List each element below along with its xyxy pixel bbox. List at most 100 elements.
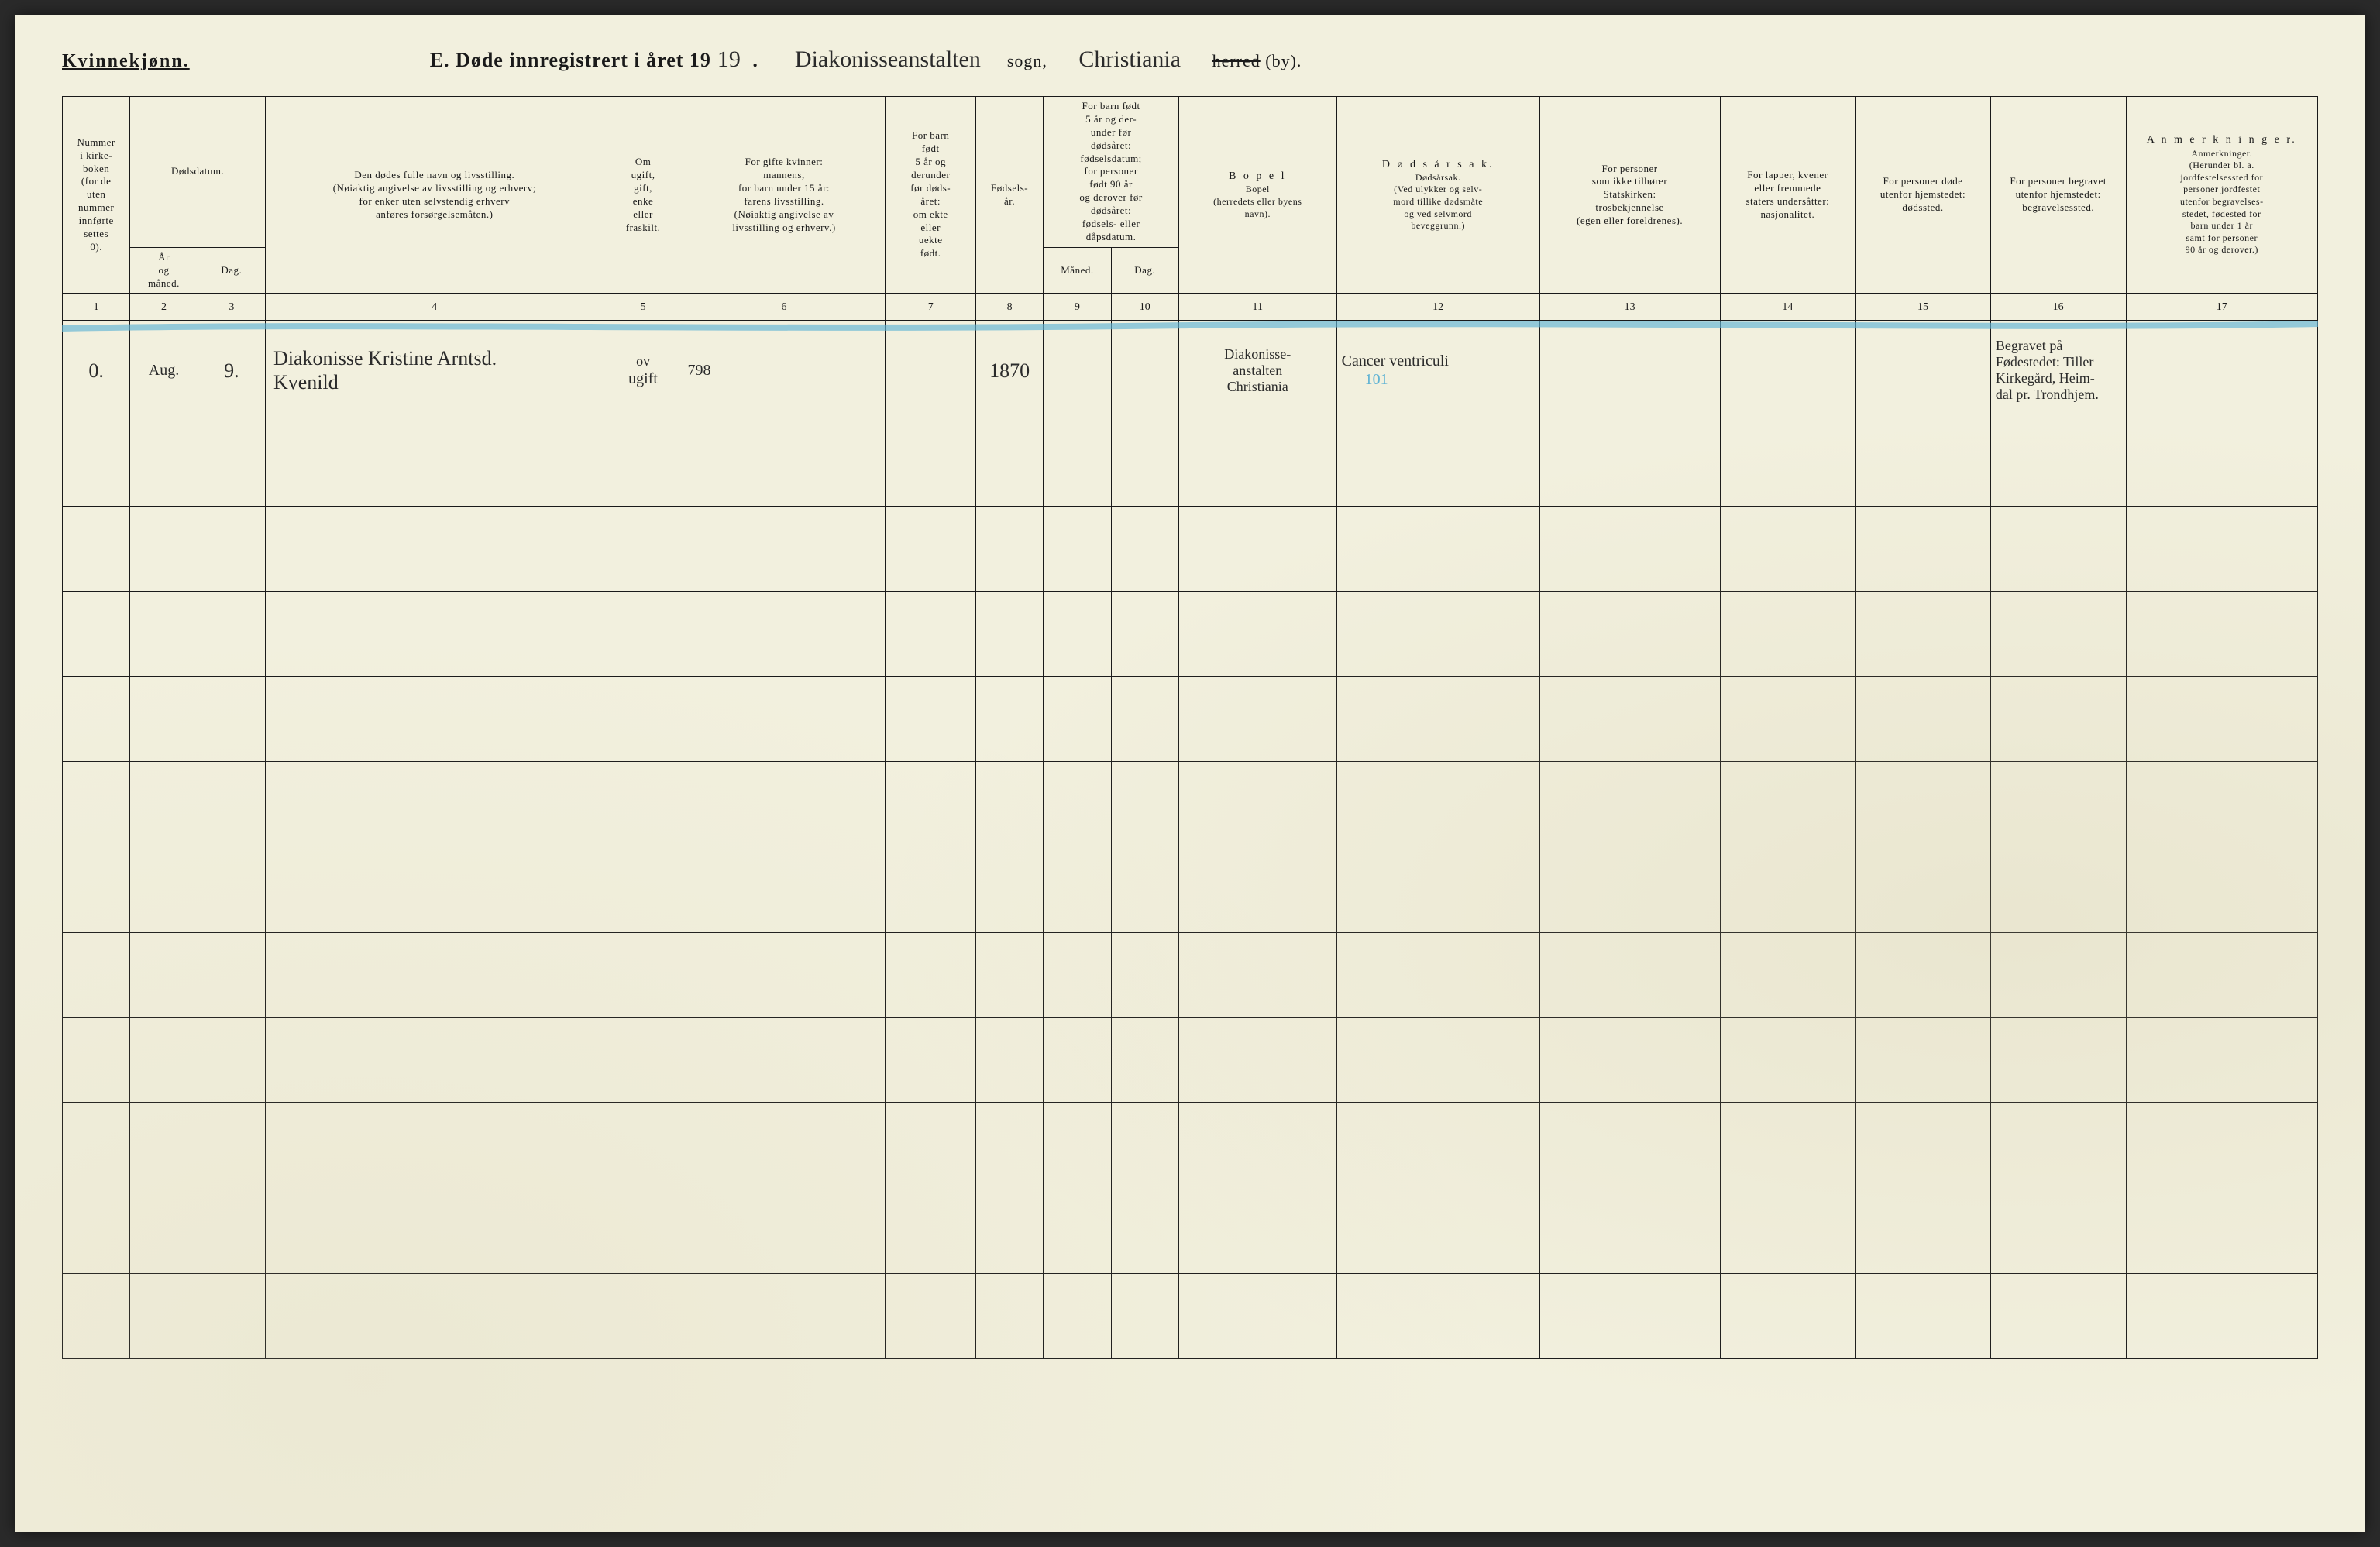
empty-cell	[604, 421, 683, 506]
empty-cell	[1336, 761, 1539, 847]
colnum: 11	[1178, 294, 1336, 320]
empty-cell	[975, 591, 1043, 676]
empty-cell	[1178, 1017, 1336, 1102]
empty-cell	[2126, 1017, 2318, 1102]
col-header-4: Den dødes fulle navn og livsstilling. (N…	[265, 97, 604, 294]
empty-cell	[683, 676, 886, 761]
empty-cell	[975, 761, 1043, 847]
empty-cell	[2126, 421, 2318, 506]
empty-cell	[1178, 761, 1336, 847]
cell-month: Aug.	[130, 320, 198, 421]
empty-cell	[1336, 1017, 1539, 1102]
empty-cell	[1044, 676, 1111, 761]
empty-cell	[1111, 676, 1178, 761]
colnum: 10	[1111, 294, 1178, 320]
empty-cell	[265, 847, 604, 932]
col-header-2: År og måned.	[130, 247, 198, 294]
empty-cell	[975, 676, 1043, 761]
empty-cell	[1044, 1273, 1111, 1358]
empty-cell	[1539, 506, 1720, 591]
empty-cell	[1856, 1273, 1991, 1358]
colnum: 9	[1044, 294, 1111, 320]
empty-cell	[1856, 506, 1991, 591]
colnum: 16	[1990, 294, 2126, 320]
table-row	[63, 506, 2318, 591]
colnum: 2	[130, 294, 198, 320]
empty-cell	[1720, 676, 1856, 761]
empty-cell	[265, 761, 604, 847]
year-handwritten: 19	[711, 46, 747, 73]
table-row	[63, 1273, 2318, 1358]
empty-cell	[886, 761, 975, 847]
empty-cell	[683, 1188, 886, 1273]
table-row	[63, 591, 2318, 676]
empty-cell	[683, 591, 886, 676]
sogn-label: sogn,	[1007, 51, 1047, 70]
empty-cell	[130, 591, 198, 676]
empty-cell	[1539, 761, 1720, 847]
col-header-12: D ø d s å r s a k.Dødsårsak. (Ved ulykke…	[1336, 97, 1539, 294]
title-dot: .	[747, 49, 758, 71]
col-header-14: For lapper, kvener eller fremmede stater…	[1720, 97, 1856, 294]
colnum: 8	[975, 294, 1043, 320]
empty-cell	[1856, 591, 1991, 676]
empty-cell	[975, 1273, 1043, 1358]
table-body: 0. Aug. 9. 920 Diakonisse Kristine Arnts…	[63, 320, 2318, 1358]
empty-cell	[130, 847, 198, 932]
empty-cell	[2126, 591, 2318, 676]
colnum: 6	[683, 294, 886, 320]
empty-cell	[1111, 1017, 1178, 1102]
empty-cell	[886, 421, 975, 506]
cell-cause: Cancer ventriculi 101	[1336, 320, 1539, 421]
empty-cell	[975, 932, 1043, 1017]
empty-cell	[1539, 847, 1720, 932]
empty-cell	[1720, 1188, 1856, 1273]
empty-cell	[198, 932, 265, 1017]
cell-nationality	[1720, 320, 1856, 421]
empty-cell	[1111, 1188, 1178, 1273]
cell-marital: ov ugift	[604, 320, 683, 421]
empty-cell	[604, 1188, 683, 1273]
empty-cell	[1044, 932, 1111, 1017]
empty-cell	[1178, 506, 1336, 591]
cell-confession	[1539, 320, 1720, 421]
empty-cell	[886, 506, 975, 591]
empty-cell	[1856, 847, 1991, 932]
col-header-15: For personer døde utenfor hjemstedet: dø…	[1856, 97, 1991, 294]
empty-cell	[604, 1017, 683, 1102]
empty-cell	[1111, 421, 1178, 506]
empty-cell	[604, 506, 683, 591]
empty-cell	[1539, 1102, 1720, 1188]
empty-cell	[1044, 1188, 1111, 1273]
empty-cell	[130, 1017, 198, 1102]
ledger-table: Nummer i kirke- boken (for de uten numme…	[62, 96, 2318, 1359]
empty-cell	[1720, 1102, 1856, 1188]
empty-cell	[1111, 847, 1178, 932]
col-header-6: For gifte kvinner: mannens, for barn und…	[683, 97, 886, 294]
table-head: Nummer i kirke- boken (for de uten numme…	[63, 97, 2318, 321]
empty-cell	[1856, 761, 1991, 847]
empty-cell	[1111, 1273, 1178, 1358]
empty-cell	[1856, 1017, 1991, 1102]
gender-heading: Kvinnekjønn.	[62, 51, 190, 72]
colnum: 15	[1856, 294, 1991, 320]
empty-cell	[1990, 1188, 2126, 1273]
col-header-10: Dag.	[1111, 247, 1178, 294]
empty-cell	[604, 591, 683, 676]
empty-cell	[63, 591, 130, 676]
colnum: 17	[2126, 294, 2318, 320]
empty-cell	[1111, 591, 1178, 676]
empty-cell	[604, 932, 683, 1017]
colnum: 14	[1720, 294, 1856, 320]
empty-cell	[975, 847, 1043, 932]
empty-cell	[130, 676, 198, 761]
by-label: (by).	[1265, 51, 1302, 70]
table-row	[63, 847, 2318, 932]
empty-cell	[265, 932, 604, 1017]
empty-cell	[1720, 1273, 1856, 1358]
empty-cell	[2126, 506, 2318, 591]
empty-cell	[198, 761, 265, 847]
empty-cell	[63, 1017, 130, 1102]
empty-cell	[1336, 1188, 1539, 1273]
empty-cell	[886, 1273, 975, 1358]
